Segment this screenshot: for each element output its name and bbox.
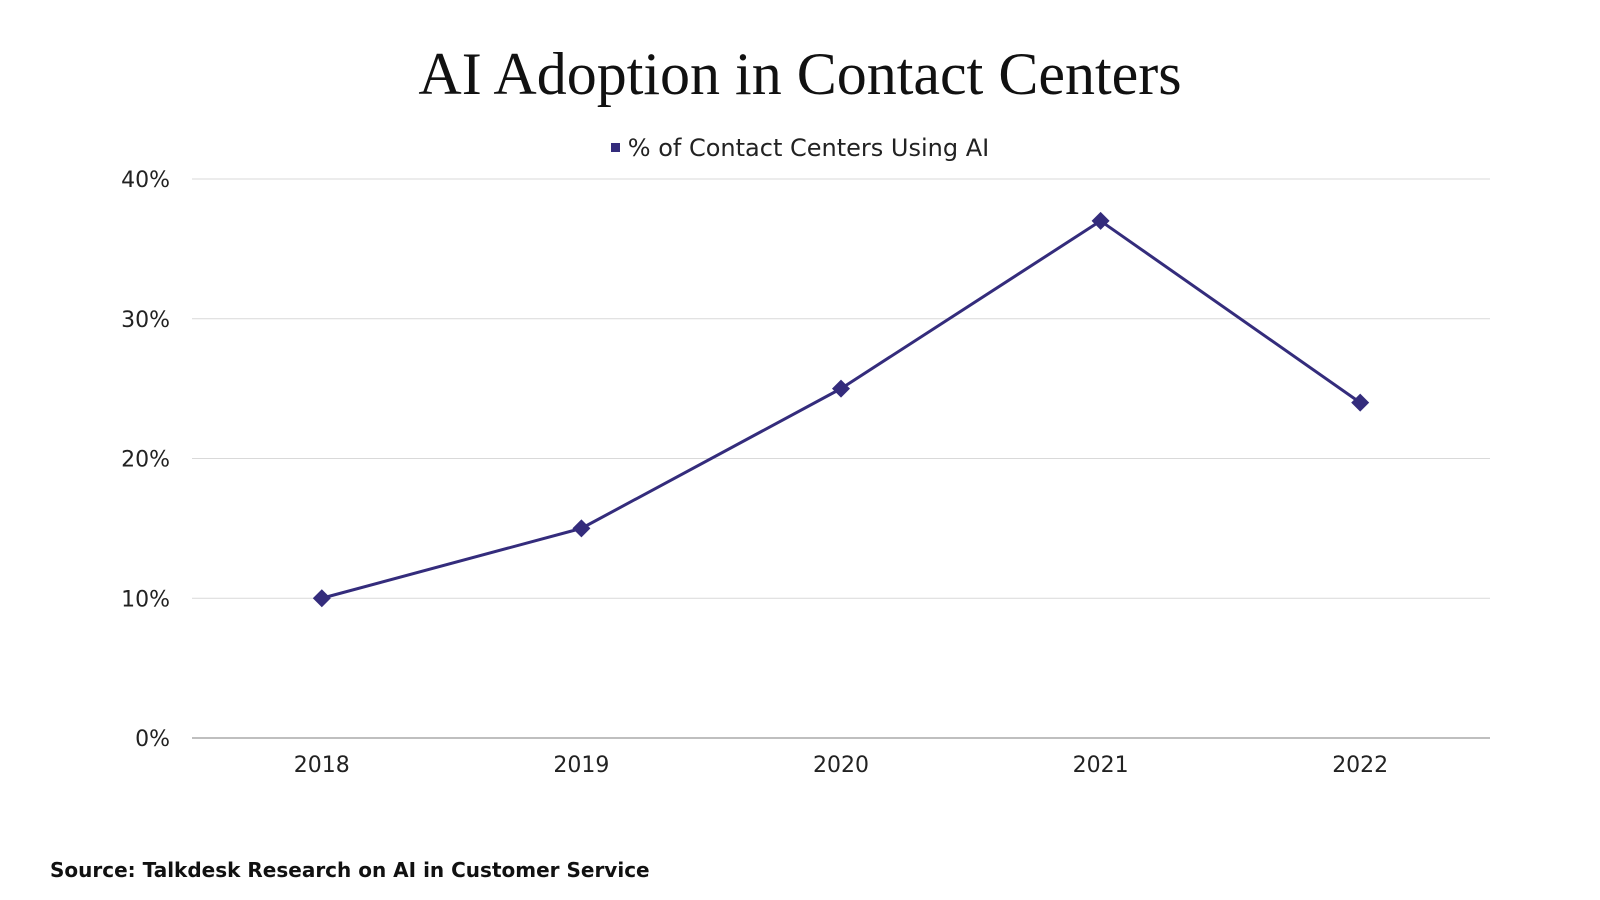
y-tick-label: 10% [121,587,170,612]
legend-label: % of Contact Centers Using AI [627,134,990,162]
series-layer [312,211,1370,608]
gridlines [192,178,1490,739]
x-tick-label: 2021 [1073,753,1129,778]
x-tick-label: 2020 [813,753,869,778]
legend: % of Contact Centers Using AI [0,128,1600,168]
series-line [321,219,1362,600]
source-note: Source: Talkdesk Research on AI in Custo… [50,858,650,882]
x-tick-label: 2018 [294,753,350,778]
y-tick-label: 20% [121,448,170,473]
x-tick-label: 2019 [553,753,609,778]
axes: 0% 10% 20% 30% 40% 2018 2019 2020 2021 2022 [121,168,1388,778]
y-tick-label: 30% [121,308,170,333]
y-tick-label: 40% [121,168,170,193]
data-point-marker [1351,393,1370,412]
legend-swatch [610,142,620,152]
data-point-marker [572,519,591,538]
chart-title: AI Adoption in Contact Centers [418,41,1182,107]
data-point-marker [312,589,331,608]
data-point-marker [832,379,850,398]
y-tick-label: 0% [135,727,170,752]
x-tick-label: 2022 [1332,753,1388,778]
data-point-marker [1091,211,1110,230]
